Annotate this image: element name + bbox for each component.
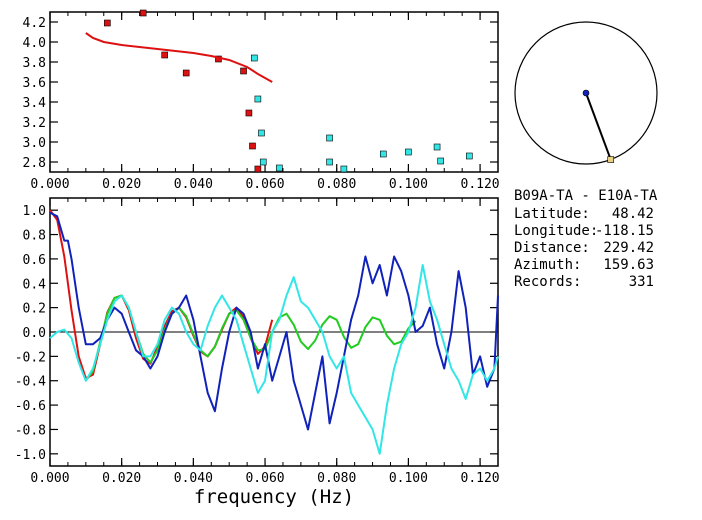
bottom-y-tick-label: 0.8 [23,229,46,244]
top-y-tick-label: 4.2 [23,16,46,31]
top-y-tick-label: 3.2 [23,116,46,131]
top-y-tick-label: 3.6 [23,76,46,91]
cyan-data-point [326,134,333,142]
bottom-y-tick-label: 0.4 [23,277,47,292]
info-label: Distance: [514,240,590,256]
red-data-point [139,9,147,17]
red-series-line [49,209,274,380]
bottom-y-tick-label: -0.6 [15,399,46,414]
red-data-point [245,109,253,117]
x-axis-title: frequency (Hz) [194,486,354,508]
cyan-data-point [340,165,348,173]
red-data-point [104,19,111,27]
bottom-y-tick-label: -0.2 [15,350,46,365]
red-data-point [182,69,190,77]
top-x-tick-label: 0.080 [317,177,356,192]
cyan-data-point [433,143,441,151]
bottom-x-tick-label: 0.040 [174,471,213,486]
bottom-x-tick-label: 0.000 [30,471,69,486]
station-info-panel: B09A-TA - E10A-TA Latitude: 48.42 Longitud… [514,188,658,290]
azimuth-diagram [514,21,658,165]
bottom-y-tick-label: -0.8 [15,423,46,438]
top-y-tick-label: 2.8 [23,156,46,171]
cyan-data-point [405,148,412,156]
top-y-tick-label: 4.0 [23,36,46,51]
target-station-marker [607,156,615,163]
bottom-x-tick-label: 0.020 [102,471,141,486]
info-label: Latitude: [514,206,590,222]
cyan-data-point [250,54,258,62]
top-y-tick-label: 3.8 [23,56,46,71]
bottom-y-tick-label: 0.6 [23,253,46,268]
bottom-x-tick-label: 0.080 [317,471,356,486]
red-data-point [249,142,256,150]
top-x-tick-label: 0.060 [245,177,284,192]
blue-series-line [49,211,499,431]
red-data-point [240,67,247,75]
top-frame [49,11,499,173]
bottom-y-tick-label: 0.2 [23,302,46,317]
cyan-data-point [258,129,265,137]
azimuth-circle [514,21,658,165]
top-x-tick-label: 0.020 [102,177,141,192]
cyan-data-point [276,164,283,172]
info-value: 48.42 [612,206,654,222]
info-value: 159.63 [603,257,654,273]
top-y-tick-label: 3.0 [23,136,46,151]
origin-station-dot [582,89,590,97]
correlation-chart: 0.000 0.020 0.040 0.060 0.080 0.100 0.120 1.0 0.… [15,197,500,508]
bottom-y-tick-label: -0.4 [15,375,46,390]
cyan-data-point [326,158,333,166]
info-value: -118.15 [595,223,654,239]
top-x-tick-label: 0.100 [389,177,428,192]
cyan-data-point [437,157,444,165]
cyan-series-line [49,264,499,455]
station-pair-label: B09A-TA - E10A-TA [514,188,658,204]
info-label: Records: [514,274,581,290]
azimuth-line [585,92,612,160]
top-x-tick-label: 0.120 [461,177,500,192]
dispersion-fit-line [85,32,273,83]
bottom-x-tick-label: 0.100 [389,471,428,486]
dispersion-chart: 0.000 0.020 0.040 0.060 0.080 0.100 0.120 2.8 3.… [23,9,500,192]
red-data-point [254,165,262,173]
info-value: 331 [629,274,654,290]
bottom-y-tick-label: 0.0 [23,326,46,341]
cyan-data-point [466,152,473,160]
bottom-x-tick-label: 0.120 [461,471,500,486]
bottom-x-tick-label: 0.060 [245,471,284,486]
info-label: Azimuth: [514,257,581,273]
info-label: Longitude: [514,223,598,239]
top-y-tick-label: 3.4 [23,96,47,111]
cyan-data-point [380,150,387,158]
top-x-tick-label: 0.000 [30,177,69,192]
red-data-point [161,51,168,59]
info-value: 229.42 [603,240,654,256]
cyan-data-point [259,158,267,166]
bottom-y-tick-label: 1.0 [23,204,46,219]
bottom-y-tick-label: -1.0 [15,448,46,463]
top-x-tick-label: 0.040 [174,177,213,192]
cyan-data-point [254,95,262,103]
